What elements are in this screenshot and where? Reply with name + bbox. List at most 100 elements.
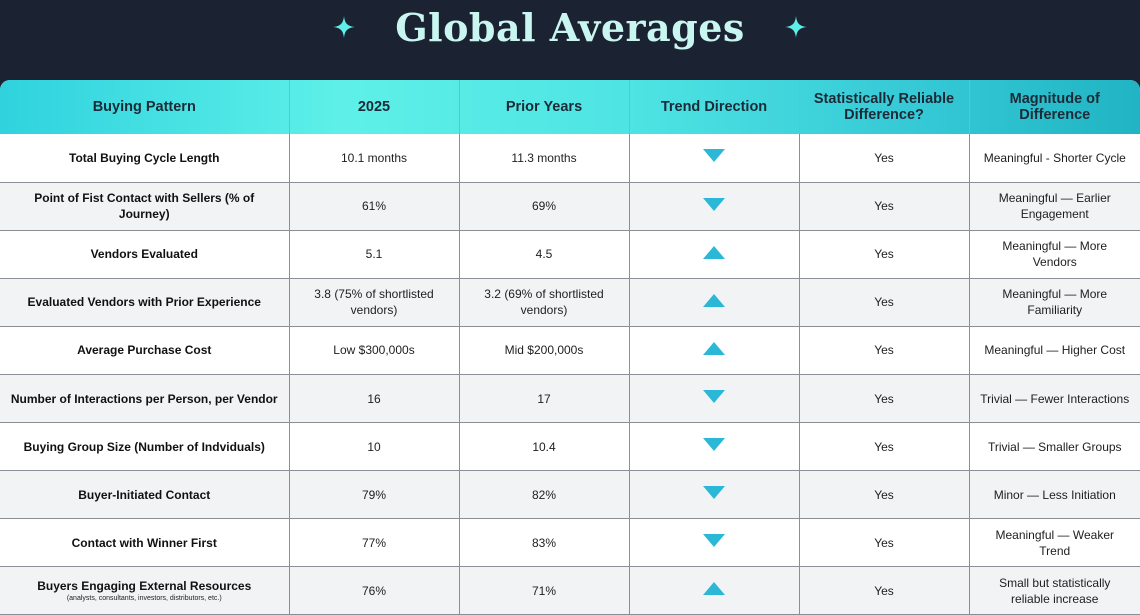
table-row: Number of Interactions per Person, per V… [0,374,1140,424]
triangle-up-icon [703,245,725,259]
cell-2025: 5.1 [289,230,460,279]
title-bar: Global Averages [0,0,1140,80]
cell-trend-direction [629,374,800,424]
pattern-label: Total Buying Cycle Length [69,150,220,165]
cell-prior-years: 83% [459,518,630,568]
triangle-up-icon [703,582,725,596]
cell-statistically-reliable: Yes [799,134,970,183]
cell-trend-direction [629,230,800,279]
cell-2025: 61% [289,182,460,231]
cell-prior-years: 17 [459,374,630,424]
averages-table: Buying Pattern 2025 Prior Years Trend Di… [0,80,1140,615]
cell-2025: 76% [289,566,460,615]
table-row: Point of Fist Contact with Sellers (% of… [0,182,1140,231]
cell-magnitude: Meaningful — Weaker Trend [969,518,1140,568]
triangle-down-icon [703,149,725,163]
cell-statistically-reliable: Yes [799,326,970,375]
cell-2025: 10.1 months [289,134,460,183]
table-row: Contact with Winner First 77% 83% Yes Meanin… [0,518,1140,568]
triangle-down-icon [703,438,725,452]
cell-statistically-reliable: Yes [799,470,970,520]
cell-prior-years: 10.4 [459,422,630,472]
cell-statistically-reliable: Yes [799,422,970,472]
cell-prior-years: 82% [459,470,630,520]
cell-statistically-reliable: Yes [799,278,970,327]
sparkle-icon [333,16,356,38]
pattern-label: Vendors Evaluated [90,247,198,262]
triangle-down-icon [703,486,725,500]
cell-2025: 10 [289,422,460,472]
pattern-label: Buying Group Size (Number of Indviduals) [23,439,265,454]
triangle-down-icon [703,197,725,211]
cell-2025: 16 [289,374,460,424]
cell-trend-direction [629,182,800,231]
cell-buying-pattern: Vendors Evaluated [0,230,290,279]
header-magnitude: Magnitude of Difference [1009,91,1100,123]
header-2025: 2025 [289,80,460,134]
triangle-down-icon [703,390,725,404]
header-prior-years: Prior Years [459,80,630,134]
table-header-row: Buying Pattern 2025 Prior Years Trend Di… [0,80,1140,134]
cell-buying-pattern: Total Buying Cycle Length [0,134,290,183]
cell-prior-years: Mid $200,000s [459,326,630,375]
cell-buying-pattern: Buying Group Size (Number of Indviduals) [0,422,290,472]
cell-buying-pattern: Point of Fist Contact with Sellers (% of… [0,182,290,231]
table-body: Total Buying Cycle Length 10.1 months 11.3… [0,134,1140,615]
table-row: Vendors Evaluated 5.1 4.5 Yes Meaningful — M… [0,230,1140,279]
page-title: Global Averages [395,4,745,50]
cell-buying-pattern: Buyers Engaging External Resources (analy… [0,566,290,615]
cell-magnitude: Trivial — Smaller Groups [969,422,1140,472]
cell-statistically-reliable: Yes [799,374,970,424]
cell-magnitude: Minor — Less Initiation [969,470,1140,520]
table-row: Buying Group Size (Number of Indviduals)… [0,422,1140,472]
triangle-up-icon [703,341,725,355]
table-row: Buyer-Initiated Contact 79% 82% Yes Minor — … [0,470,1140,520]
cell-2025: 79% [289,470,460,520]
pattern-note: (analysts, consultants, investors, distr… [66,595,222,603]
cell-prior-years: 71% [459,566,630,615]
title-wrap: Global Averages [333,5,807,50]
triangle-up-icon [703,293,725,307]
pattern-label: Contact with Winner First [71,535,217,550]
cell-magnitude: Meaningful — More Vendors [969,230,1140,279]
cell-buying-pattern: Buyer-Initiated Contact [0,470,290,520]
cell-trend-direction [629,326,800,375]
cell-statistically-reliable: Yes [799,566,970,615]
header-statistically-reliable: Statistically Reliable Difference? [799,80,970,134]
cell-prior-years: 69% [459,182,630,231]
cell-2025: 77% [289,518,460,568]
table-row: Buyers Engaging External Resources (analy… [0,566,1140,615]
pattern-label: Buyers Engaging External Resources [37,579,252,594]
table-row: Average Purchase Cost Low $300,000s Mid $2… [0,326,1140,375]
pattern-label: Number of Interactions per Person, per V… [10,391,278,406]
cell-prior-years: 3.2 (69% of shortlisted vendors) [459,278,630,327]
header-trend-direction: Trend Direction [629,80,800,134]
cell-prior-years: 11.3 months [459,134,630,183]
cell-magnitude: Trivial — Fewer Interactions [969,374,1140,424]
pattern-label: Buyer-Initiated Contact [78,487,211,502]
triangle-down-icon [703,534,725,548]
cell-trend-direction [629,518,800,568]
cell-buying-pattern: Number of Interactions per Person, per V… [0,374,290,424]
table-row: Evaluated Vendors with Prior Experience 3… [0,278,1140,327]
cell-statistically-reliable: Yes [799,182,970,231]
cell-trend-direction [629,278,800,327]
header-buying-pattern: Buying Pattern [0,80,290,134]
cell-trend-direction [629,134,800,183]
cell-buying-pattern: Average Purchase Cost [0,326,290,375]
cell-magnitude: Meaningful — Higher Cost [969,326,1140,375]
cell-buying-pattern: Contact with Winner First [0,518,290,568]
cell-2025: Low $300,000s [289,326,460,375]
pattern-label: Evaluated Vendors with Prior Experience [27,295,261,310]
cell-prior-years: 4.5 [459,230,630,279]
cell-trend-direction [629,470,800,520]
table-row: Total Buying Cycle Length 10.1 months 11.3… [0,134,1140,183]
sparkle-icon [784,16,807,38]
pattern-label: Point of Fist Contact with Sellers (% of… [34,191,255,222]
pattern-label: Average Purchase Cost [77,343,212,358]
cell-buying-pattern: Evaluated Vendors with Prior Experience [0,278,290,327]
cell-2025: 3.8 (75% of shortlisted vendors) [289,278,460,327]
cell-trend-direction [629,566,800,615]
cell-statistically-reliable: Yes [799,518,970,568]
cell-magnitude: Meaningful - Shorter Cycle [969,134,1140,183]
